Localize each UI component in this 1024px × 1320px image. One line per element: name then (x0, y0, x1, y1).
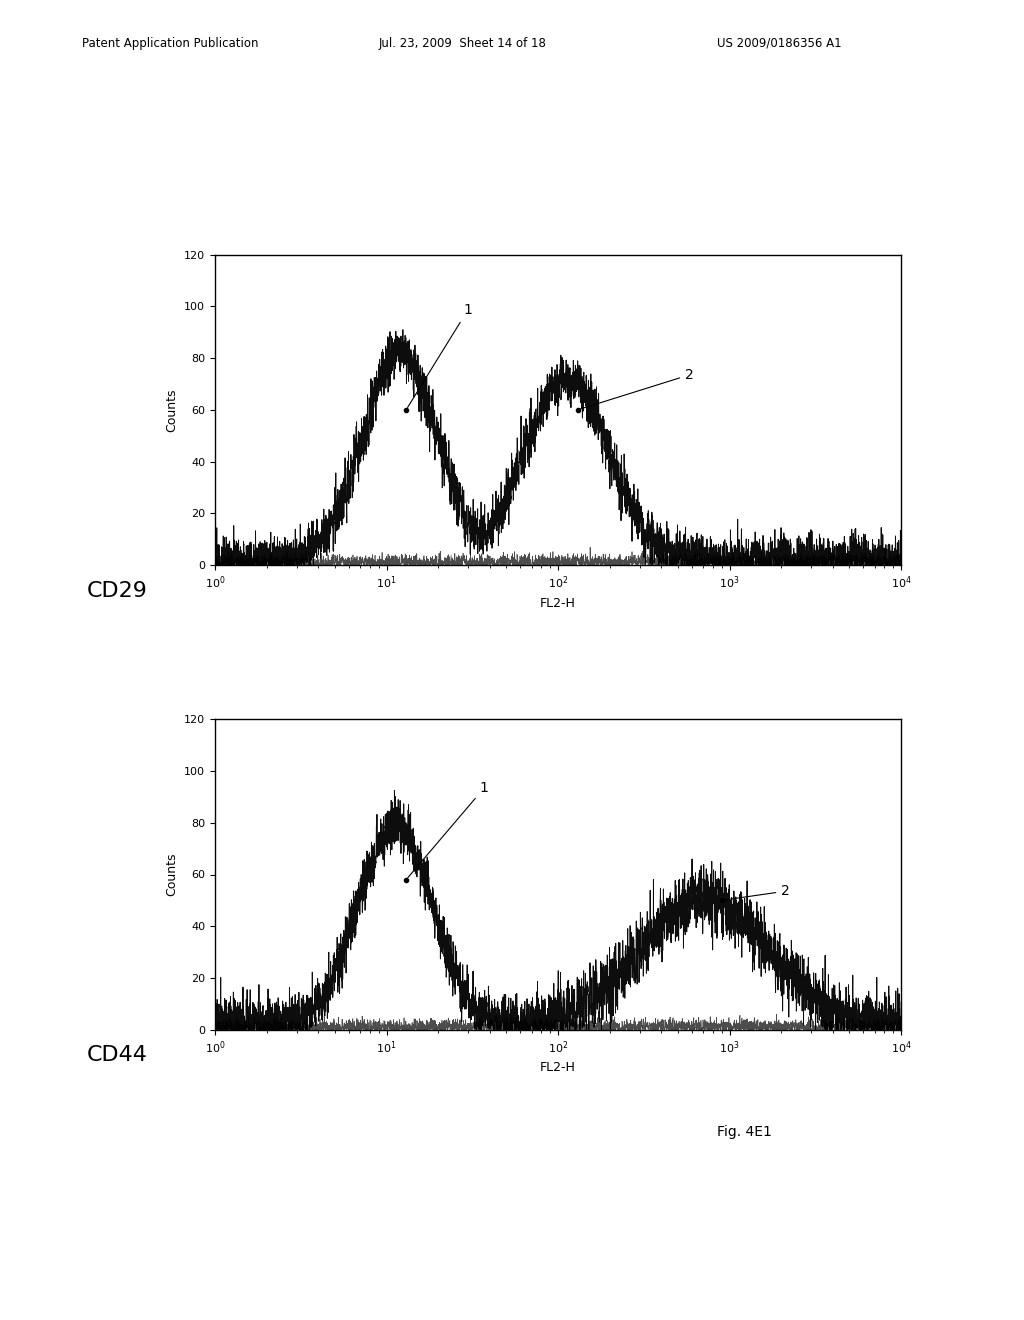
Y-axis label: Counts: Counts (166, 388, 178, 432)
Y-axis label: Counts: Counts (166, 853, 178, 896)
X-axis label: FL2-H: FL2-H (540, 597, 577, 610)
Text: Jul. 23, 2009  Sheet 14 of 18: Jul. 23, 2009 Sheet 14 of 18 (379, 37, 547, 50)
Text: 2: 2 (725, 884, 790, 900)
Text: Patent Application Publication: Patent Application Publication (82, 37, 258, 50)
Text: 1: 1 (408, 304, 472, 408)
Text: CD29: CD29 (87, 581, 147, 601)
Text: 2: 2 (581, 368, 694, 409)
Text: Fig. 4E1: Fig. 4E1 (717, 1125, 772, 1139)
Text: CD44: CD44 (87, 1045, 147, 1065)
Text: 1: 1 (408, 781, 488, 878)
X-axis label: FL2-H: FL2-H (540, 1061, 577, 1074)
Text: US 2009/0186356 A1: US 2009/0186356 A1 (717, 37, 842, 50)
